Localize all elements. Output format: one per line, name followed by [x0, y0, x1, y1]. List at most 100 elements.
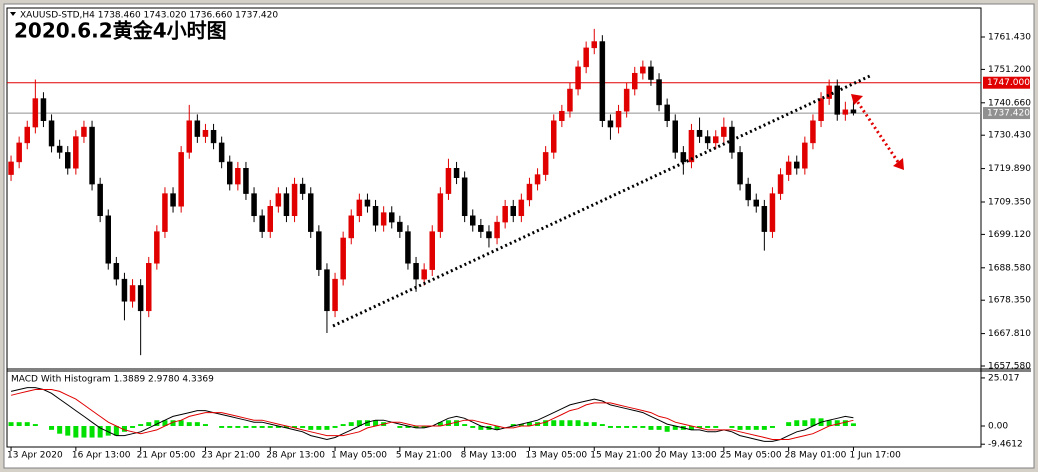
- y-tick-label: 1688.580: [988, 263, 1031, 273]
- candle-body: [243, 168, 249, 194]
- histogram-bar: [834, 420, 840, 427]
- candle-body: [632, 72, 638, 90]
- candle-body: [850, 109, 857, 114]
- x-tick-label: 16 Apr 13:00: [72, 451, 131, 461]
- histogram-bar: [49, 426, 55, 430]
- candle-body: [154, 231, 160, 264]
- x-tick-label: 8 May 13:00: [461, 451, 517, 461]
- histogram-bar: [235, 426, 241, 428]
- candle-body: [413, 263, 419, 280]
- candle-body: [591, 41, 597, 49]
- y-tick-label: 1761.430: [988, 32, 1031, 42]
- candle-body: [121, 278, 128, 302]
- histogram-bar: [607, 426, 613, 428]
- histogram-bar: [32, 424, 38, 427]
- histogram-bar: [316, 426, 322, 430]
- histogram-bar: [243, 426, 249, 428]
- candle-body: [316, 231, 322, 270]
- level-label-box: [983, 76, 1030, 89]
- candle-body: [672, 120, 678, 153]
- candle-body: [704, 136, 711, 144]
- candle-body: [40, 98, 47, 121]
- histogram-bar: [575, 420, 581, 427]
- candle-body: [97, 183, 103, 217]
- histogram-bar: [672, 426, 678, 430]
- indicator-title: MACD With Histogram 1.3889 2.9780 4.3369: [11, 375, 214, 385]
- histogram-bar: [648, 426, 654, 430]
- candle-body: [640, 66, 646, 74]
- histogram-bar: [616, 426, 622, 428]
- histogram-bar: [688, 426, 694, 430]
- x-tick-label: 13 May 05:00: [525, 451, 587, 461]
- candle-body: [599, 41, 606, 121]
- candle-body: [65, 152, 71, 169]
- histogram-bar: [518, 424, 524, 427]
- histogram-bar: [445, 420, 451, 427]
- histogram-bar: [397, 426, 403, 428]
- candle-body: [745, 183, 751, 201]
- menu-arrow: [10, 12, 16, 16]
- candle-body: [267, 206, 273, 232]
- candle-body: [461, 177, 468, 217]
- candle-body: [194, 120, 201, 137]
- x-tick-label: 1 May 05:00: [331, 451, 387, 461]
- histogram-bar: [705, 426, 711, 428]
- histogram-bar: [478, 426, 484, 430]
- histogram-bar: [308, 426, 314, 430]
- indicator-line: [10, 389, 854, 440]
- histogram-bar: [697, 426, 703, 428]
- candle-body: [162, 193, 168, 232]
- candle-body: [583, 47, 589, 68]
- histogram-bar: [850, 423, 856, 427]
- candle-body: [510, 206, 516, 217]
- y-tick-label: 0.00: [988, 422, 1008, 432]
- candle-body: [178, 152, 184, 207]
- level-label: 1747.000: [987, 78, 1030, 88]
- candle-body: [607, 120, 614, 128]
- histogram-bar: [802, 420, 808, 427]
- candle-body: [24, 126, 30, 144]
- candle-body: [8, 161, 14, 175]
- candle-body: [810, 120, 816, 144]
- candle-body: [486, 231, 492, 239]
- histogram-bar: [373, 420, 379, 427]
- candle-body: [405, 231, 411, 264]
- histogram-bar: [510, 424, 516, 427]
- candle-body: [445, 168, 452, 194]
- x-tick-label: 13 Apr 2020: [7, 451, 63, 461]
- x-tick-label: 15 May 21:00: [590, 451, 652, 461]
- histogram-bar: [413, 426, 419, 428]
- plot-frame: [6, 7, 982, 448]
- candle-body: [48, 120, 55, 147]
- histogram-bar: [583, 422, 589, 427]
- candle-body: [494, 221, 500, 239]
- histogram-bar: [113, 426, 119, 436]
- y-tick-label: 1719.890: [988, 164, 1031, 174]
- candle-body: [559, 110, 565, 121]
- candle-body: [210, 129, 217, 144]
- candle-body: [251, 193, 257, 217]
- histogram-bar: [632, 426, 638, 428]
- histogram-bar: [454, 420, 460, 427]
- candle-body: [348, 215, 354, 239]
- chart-window: [3, 3, 1035, 469]
- histogram-bar: [130, 426, 136, 428]
- histogram-bar: [186, 422, 192, 427]
- histogram-bar: [526, 422, 532, 427]
- candle-body: [502, 206, 508, 223]
- histogram-bar: [567, 420, 573, 427]
- histogram-bar: [292, 426, 298, 428]
- candle-body: [842, 109, 849, 115]
- candle-body: [332, 278, 338, 312]
- histogram-bar: [591, 422, 597, 427]
- candle-body: [802, 142, 808, 169]
- candle-body: [421, 269, 427, 280]
- candle-body: [713, 136, 719, 144]
- x-tick-label: 5 May 21:00: [396, 451, 452, 461]
- y-tick-label: 1730.430: [988, 131, 1031, 141]
- y-tick-label: 1667.810: [988, 329, 1031, 339]
- histogram-bar: [65, 426, 71, 436]
- histogram-bar: [640, 426, 646, 428]
- histogram-bar: [81, 426, 87, 438]
